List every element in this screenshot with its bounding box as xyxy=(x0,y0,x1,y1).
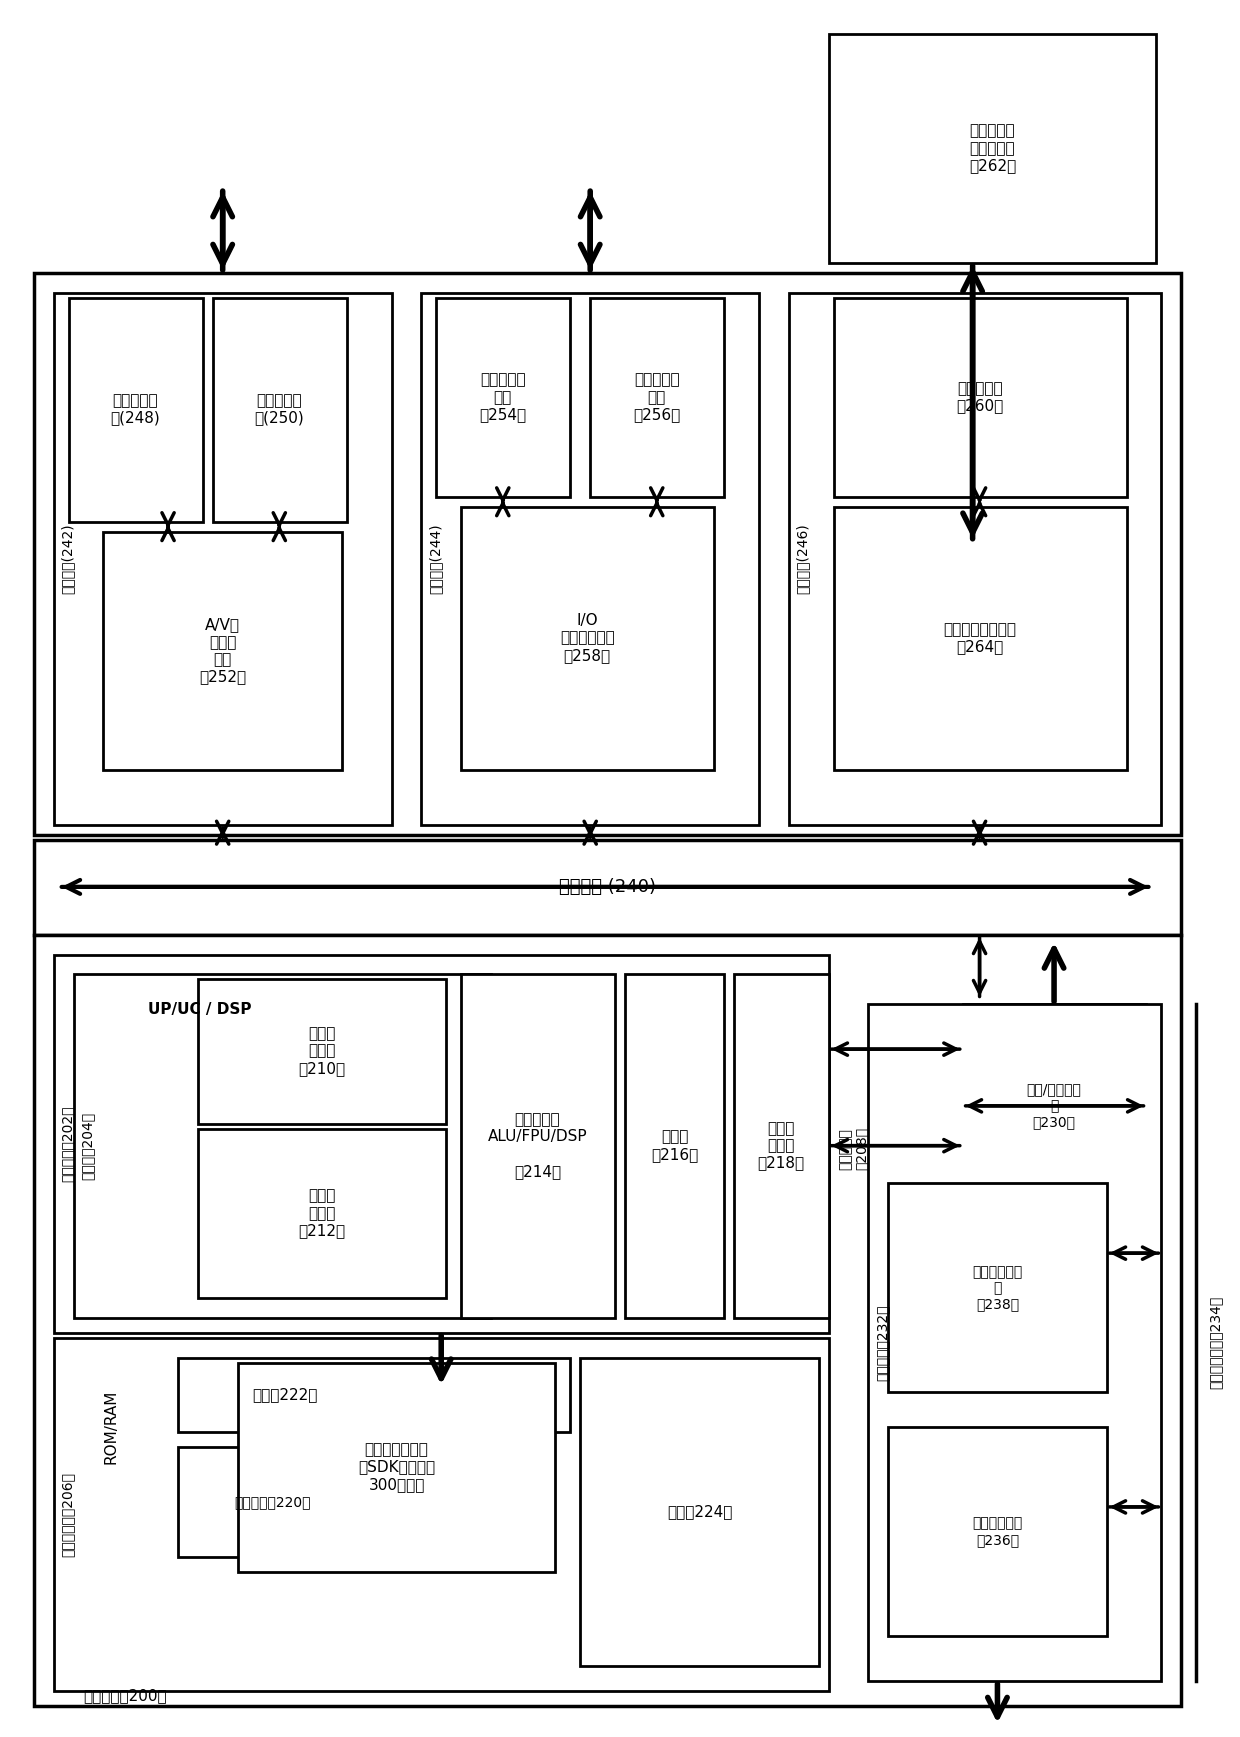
Text: 图像处理单
元(248): 图像处理单 元(248) xyxy=(110,393,160,426)
Bar xyxy=(962,1004,1147,1209)
Bar xyxy=(33,935,1182,1706)
Text: 串行接口控
制器
（254）: 串行接口控 制器 （254） xyxy=(479,372,526,422)
Bar xyxy=(789,294,1162,825)
Bar xyxy=(436,297,570,497)
Bar xyxy=(422,294,759,825)
Bar xyxy=(868,1004,1162,1681)
Text: 通信端口（多个）
（264）: 通信端口（多个） （264） xyxy=(944,622,1016,655)
Text: 操作系统（220）: 操作系统（220） xyxy=(234,1496,310,1509)
Text: 音频处理单
元(250): 音频处理单 元(250) xyxy=(254,393,304,426)
Text: 寄存器
（216）: 寄存器 （216） xyxy=(651,1129,698,1162)
Bar xyxy=(828,35,1157,262)
Text: 并行接口控
制器
（256）: 并行接口控 制器 （256） xyxy=(634,372,681,422)
Text: 处理器（204）: 处理器（204） xyxy=(81,1112,94,1179)
Text: 执行根据本发明
的SDK打包方法
300的指令: 执行根据本发明 的SDK打包方法 300的指令 xyxy=(358,1442,435,1492)
Text: 储存接口总线（234）: 储存接口总线（234） xyxy=(1209,1296,1223,1390)
Text: 一级高
速缓存
（210）: 一级高 速缓存 （210） xyxy=(299,1027,346,1075)
Bar xyxy=(33,273,1182,835)
Text: 不可移除储存
器
（238）: 不可移除储存 器 （238） xyxy=(972,1265,1023,1311)
Bar xyxy=(888,1183,1107,1393)
Bar xyxy=(198,1129,446,1298)
Text: 接口总线 (240): 接口总线 (240) xyxy=(558,877,656,896)
Bar xyxy=(179,1447,367,1556)
Bar xyxy=(734,974,828,1318)
Bar xyxy=(53,955,828,1332)
Text: UP/UC / DSP: UP/UC / DSP xyxy=(149,1002,252,1016)
Text: 存储器
控制器
（218）: 存储器 控制器 （218） xyxy=(758,1120,805,1171)
Text: 可移除储存器
（236）: 可移除储存器 （236） xyxy=(972,1516,1023,1548)
Text: 存储器总线
（208）: 存储器总线 （208） xyxy=(838,1127,868,1171)
Bar xyxy=(53,1337,828,1692)
Text: 输出设备(242): 输出设备(242) xyxy=(61,523,74,594)
Text: 外围接口(244): 外围接口(244) xyxy=(428,523,443,594)
Text: I/O
端口（多个）
（258）: I/O 端口（多个） （258） xyxy=(559,613,615,664)
Bar xyxy=(461,974,615,1318)
Bar xyxy=(198,980,446,1124)
Bar xyxy=(68,297,203,521)
Text: 基本配置（202）: 基本配置（202） xyxy=(61,1105,74,1181)
Text: 其他计算设
备（多个）
（262）: 其他计算设 备（多个） （262） xyxy=(968,123,1016,174)
Text: 计算设备（200）: 计算设备（200） xyxy=(83,1688,167,1704)
Bar xyxy=(53,294,392,825)
Bar xyxy=(33,841,1182,935)
Bar xyxy=(213,297,347,521)
Bar xyxy=(833,507,1127,771)
Bar xyxy=(179,1358,570,1433)
Text: 系统存储器（206）: 系统存储器（206） xyxy=(61,1471,74,1556)
Text: 程序（222）: 程序（222） xyxy=(253,1386,317,1402)
Text: 通信设备(246): 通信设备(246) xyxy=(796,523,810,594)
Text: 网络控制器
（260）: 网络控制器 （260） xyxy=(956,380,1003,413)
Bar xyxy=(625,974,724,1318)
Bar xyxy=(103,532,342,771)
Text: 总线/接口控制
器
（230）: 总线/接口控制 器 （230） xyxy=(1027,1082,1081,1129)
Bar xyxy=(73,974,491,1318)
Text: 存储设备（232）: 存储设备（232） xyxy=(875,1304,889,1381)
Bar xyxy=(238,1362,556,1572)
Text: 数据（224）: 数据（224） xyxy=(667,1504,732,1520)
Bar xyxy=(461,507,714,771)
Text: A/V端
口（多
个）
（252）: A/V端 口（多 个） （252） xyxy=(200,617,247,684)
Bar xyxy=(590,297,724,497)
Bar xyxy=(580,1358,818,1666)
Bar xyxy=(888,1428,1107,1636)
Text: 二级高
速缓存
（212）: 二级高 速缓存 （212） xyxy=(299,1188,346,1238)
Text: ROM/RAM: ROM/RAM xyxy=(103,1390,119,1464)
Bar xyxy=(833,297,1127,497)
Text: 处理器核心
ALU/FPU/DSP

（214）: 处理器核心 ALU/FPU/DSP （214） xyxy=(487,1112,588,1179)
